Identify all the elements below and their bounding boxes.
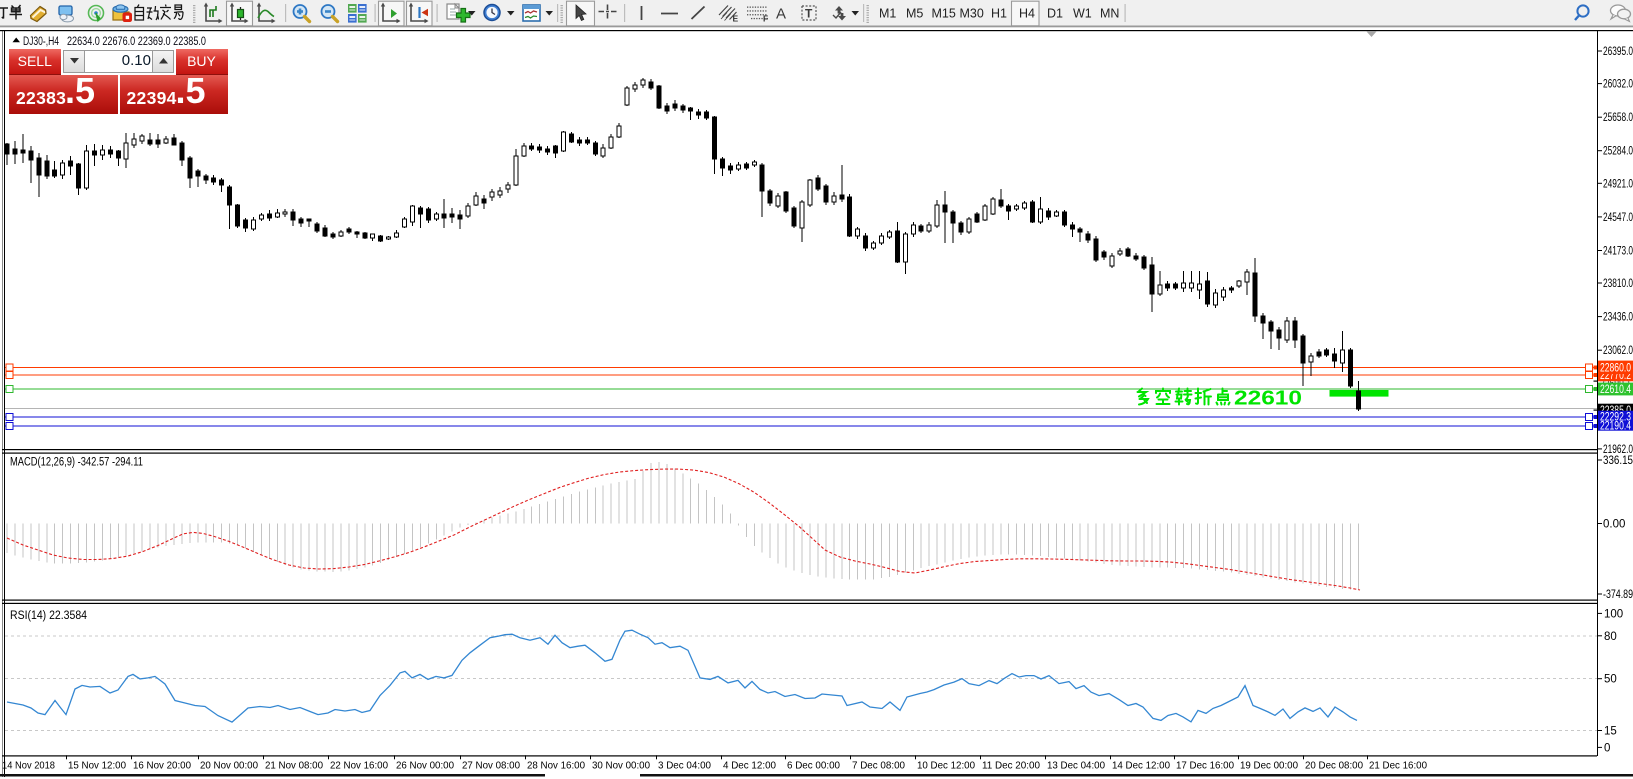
svg-text:11 Dec 20:00: 11 Dec 20:00: [982, 760, 1040, 772]
svg-text:M5: M5: [906, 7, 923, 21]
svg-text:13 Dec 04:00: 13 Dec 04:00: [1047, 760, 1105, 772]
svg-text:M30: M30: [960, 7, 984, 21]
svg-text:3 Dec 04:00: 3 Dec 04:00: [658, 760, 711, 772]
svg-text:6 Dec 00:00: 6 Dec 00:00: [787, 760, 840, 772]
svg-text:20 Dec 08:00: 20 Dec 08:00: [1305, 760, 1363, 772]
svg-text:F: F: [763, 14, 768, 24]
svg-text:24173.0: 24173.0: [1603, 246, 1633, 258]
svg-text:A: A: [776, 6, 786, 23]
svg-text:22292.3: 22292.3: [1600, 412, 1631, 424]
svg-text:D1: D1: [1047, 7, 1063, 21]
svg-text:26 Nov 00:00: 26 Nov 00:00: [396, 760, 454, 772]
svg-text:MACD(12,26,9) -342.57 -294.11: MACD(12,26,9) -342.57 -294.11: [10, 457, 143, 469]
svg-text:80: 80: [1604, 631, 1617, 643]
svg-text:22610.4: 22610.4: [1600, 384, 1631, 396]
svg-text:22190.4: 22190.4: [1600, 421, 1631, 433]
svg-text:23436.0: 23436.0: [1603, 312, 1633, 324]
svg-text:M15: M15: [932, 7, 956, 21]
svg-text:7 Dec 08:00: 7 Dec 08:00: [852, 760, 905, 772]
svg-text:100: 100: [1604, 608, 1623, 620]
svg-text:M1: M1: [879, 7, 896, 21]
svg-text:10 Dec 12:00: 10 Dec 12:00: [917, 760, 975, 772]
svg-text:22860.0: 22860.0: [1600, 363, 1631, 375]
svg-text:RSI(14) 22.3584: RSI(14) 22.3584: [10, 610, 88, 622]
svg-text:23810.0: 23810.0: [1603, 278, 1633, 290]
svg-text:4 Dec 12:00: 4 Dec 12:00: [723, 760, 776, 772]
svg-text:E: E: [733, 14, 739, 24]
svg-text:20 Nov 00:00: 20 Nov 00:00: [200, 760, 258, 772]
svg-text:25658.0: 25658.0: [1603, 112, 1633, 124]
svg-text:26032.0: 26032.0: [1603, 79, 1633, 91]
svg-text:28 Nov 16:00: 28 Nov 16:00: [527, 760, 585, 772]
svg-text:MN: MN: [1100, 7, 1119, 21]
svg-text:26395.0: 26395.0: [1603, 46, 1633, 58]
svg-text:27 Nov 08:00: 27 Nov 08:00: [462, 760, 520, 772]
svg-text:15: 15: [1604, 726, 1617, 738]
svg-text:H1: H1: [991, 7, 1007, 21]
svg-text:DJ30-,H4: DJ30-,H4: [23, 36, 59, 48]
svg-text:16 Nov 20:00: 16 Nov 20:00: [133, 760, 191, 772]
svg-text:H4: H4: [1019, 7, 1035, 21]
svg-text:21 Dec 16:00: 21 Dec 16:00: [1369, 760, 1427, 772]
svg-text:14 Dec 12:00: 14 Dec 12:00: [1112, 760, 1170, 772]
svg-text:15 Nov 12:00: 15 Nov 12:00: [68, 760, 126, 772]
svg-text:24547.0: 24547.0: [1603, 212, 1633, 224]
svg-text:22610: 22610: [1234, 388, 1302, 410]
svg-text:0.00: 0.00: [1603, 519, 1625, 531]
svg-text:21962.0: 21962.0: [1603, 444, 1633, 456]
svg-text:30 Nov 00:00: 30 Nov 00:00: [592, 760, 650, 772]
svg-text:W1: W1: [1073, 7, 1092, 21]
svg-text:21 Nov 08:00: 21 Nov 08:00: [265, 760, 323, 772]
svg-text:19 Dec 00:00: 19 Dec 00:00: [1240, 760, 1298, 772]
svg-text:24921.0: 24921.0: [1603, 178, 1633, 190]
svg-text:-374.89: -374.89: [1603, 589, 1633, 601]
svg-text:23062.0: 23062.0: [1603, 345, 1633, 357]
svg-text:22634.0 22676.0 22369.0 22385.: 22634.0 22676.0 22369.0 22385.0: [67, 36, 206, 48]
svg-text:0: 0: [1604, 742, 1610, 754]
svg-text:14 Nov 2018: 14 Nov 2018: [2, 760, 55, 772]
svg-text:T: T: [805, 7, 813, 21]
svg-text:17 Dec 16:00: 17 Dec 16:00: [1176, 760, 1234, 772]
svg-text:336.15: 336.15: [1603, 455, 1633, 467]
svg-text:22 Nov 16:00: 22 Nov 16:00: [330, 760, 388, 772]
svg-text:50: 50: [1604, 674, 1617, 686]
svg-text:25284.0: 25284.0: [1603, 146, 1633, 158]
